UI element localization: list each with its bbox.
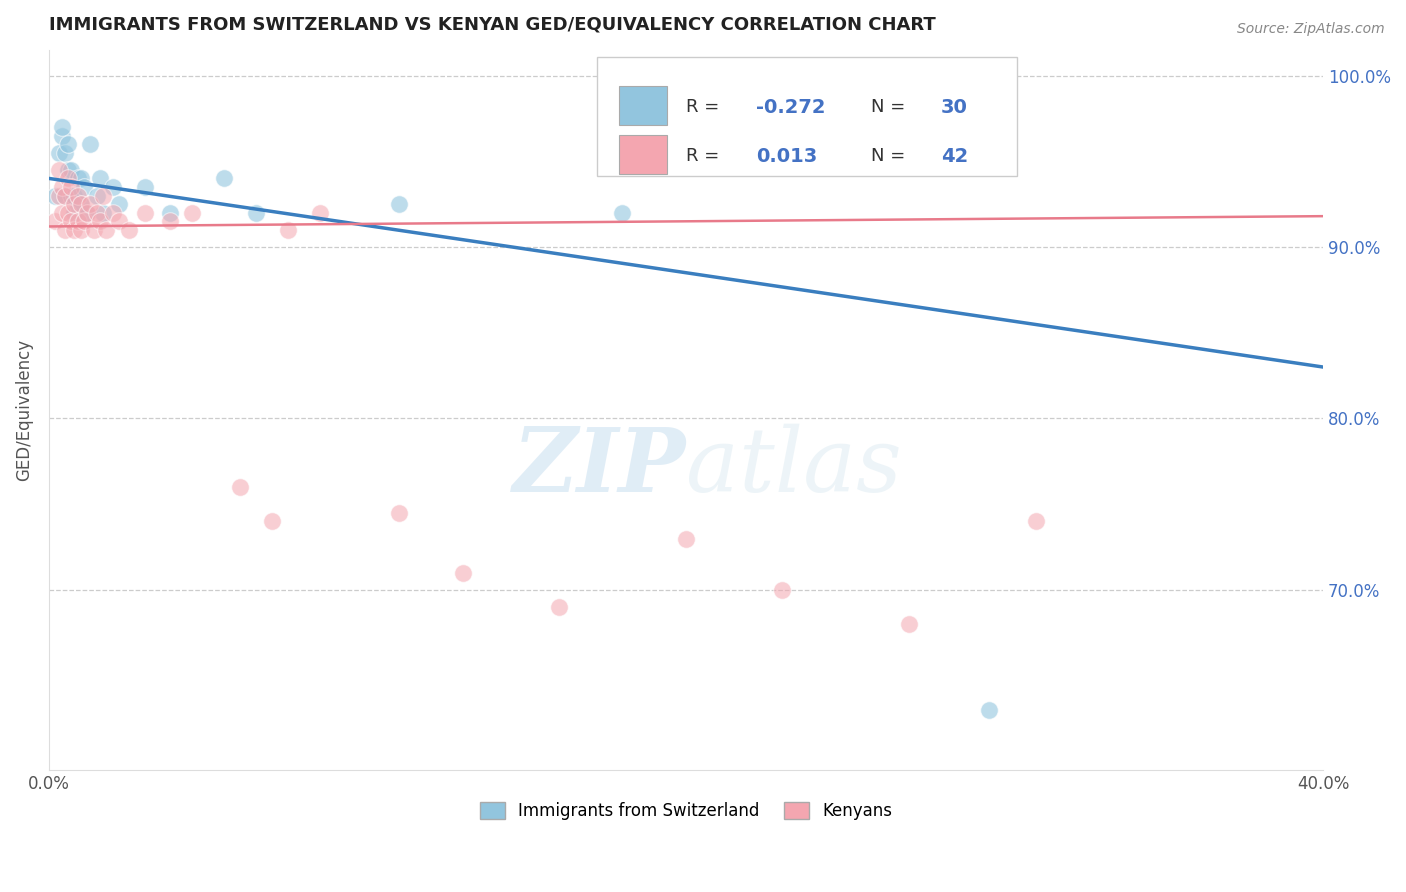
Text: atlas: atlas: [686, 424, 901, 511]
Point: [73, 214, 96, 228]
FancyBboxPatch shape: [598, 57, 1018, 176]
Point: [66, 188, 89, 202]
Point: [44, 214, 66, 228]
Point: [53, 223, 76, 237]
Text: R =: R =: [686, 98, 725, 117]
Point: [56, 137, 79, 152]
Point: [56, 205, 79, 219]
Point: [69, 223, 91, 237]
Text: IMMIGRANTS FROM SWITZERLAND VS KENYAN GED/EQUIVALENCY CORRELATION CHART: IMMIGRANTS FROM SWITZERLAND VS KENYAN GE…: [49, 15, 936, 33]
Text: N =: N =: [870, 98, 911, 117]
Point: [53, 188, 76, 202]
Text: R =: R =: [686, 147, 725, 165]
Point: [48, 188, 70, 202]
Point: [48, 162, 70, 177]
Point: [83, 223, 105, 237]
Point: [101, 180, 124, 194]
Point: [91, 205, 114, 219]
Point: [56, 171, 79, 186]
Point: [53, 188, 76, 202]
Point: [91, 188, 114, 202]
Text: 0.013: 0.013: [756, 147, 817, 166]
Point: [181, 205, 204, 219]
Bar: [619, 135, 666, 175]
Point: [86, 205, 108, 219]
Point: [69, 197, 91, 211]
Text: 42: 42: [941, 147, 969, 166]
Point: [96, 223, 118, 237]
Text: ZIP: ZIP: [513, 425, 686, 511]
Point: [898, 617, 921, 632]
Point: [159, 214, 181, 228]
Point: [79, 197, 101, 211]
Point: [76, 205, 98, 219]
Point: [134, 205, 156, 219]
Point: [229, 480, 252, 494]
Point: [547, 600, 569, 615]
Point: [260, 514, 283, 528]
Y-axis label: GED/Equivalency: GED/Equivalency: [15, 339, 32, 481]
Point: [63, 188, 86, 202]
Point: [108, 214, 131, 228]
Point: [675, 532, 697, 546]
Point: [63, 205, 86, 219]
Point: [56, 162, 79, 177]
Point: [108, 197, 131, 211]
Point: [101, 205, 124, 219]
Point: [612, 205, 634, 219]
Point: [60, 188, 83, 202]
Point: [977, 703, 1000, 717]
Point: [159, 205, 181, 219]
Bar: [619, 86, 666, 126]
Point: [51, 180, 73, 194]
Legend: Immigrants from Switzerland, Kenyans: Immigrants from Switzerland, Kenyans: [472, 795, 900, 827]
Point: [60, 180, 83, 194]
Point: [53, 145, 76, 160]
Point: [66, 214, 89, 228]
Point: [66, 171, 89, 186]
Point: [51, 128, 73, 143]
Point: [63, 223, 86, 237]
Point: [51, 120, 73, 134]
Point: [388, 197, 411, 211]
Point: [451, 566, 474, 580]
Point: [89, 171, 111, 186]
Point: [308, 205, 330, 219]
Point: [69, 197, 91, 211]
Point: [63, 197, 86, 211]
Point: [73, 180, 96, 194]
Point: [76, 205, 98, 219]
Point: [48, 145, 70, 160]
Point: [60, 162, 83, 177]
Point: [60, 214, 83, 228]
Point: [89, 214, 111, 228]
Point: [1025, 514, 1047, 528]
Point: [86, 188, 108, 202]
Point: [51, 205, 73, 219]
Point: [770, 582, 793, 597]
Point: [277, 223, 299, 237]
Point: [79, 137, 101, 152]
Text: 30: 30: [941, 98, 967, 117]
Point: [245, 205, 267, 219]
Text: -0.272: -0.272: [756, 98, 825, 117]
Point: [69, 171, 91, 186]
Point: [117, 223, 139, 237]
Point: [388, 506, 411, 520]
Text: Source: ZipAtlas.com: Source: ZipAtlas.com: [1237, 22, 1385, 37]
Text: N =: N =: [870, 147, 911, 165]
Point: [212, 171, 235, 186]
Point: [134, 180, 156, 194]
Point: [44, 188, 66, 202]
